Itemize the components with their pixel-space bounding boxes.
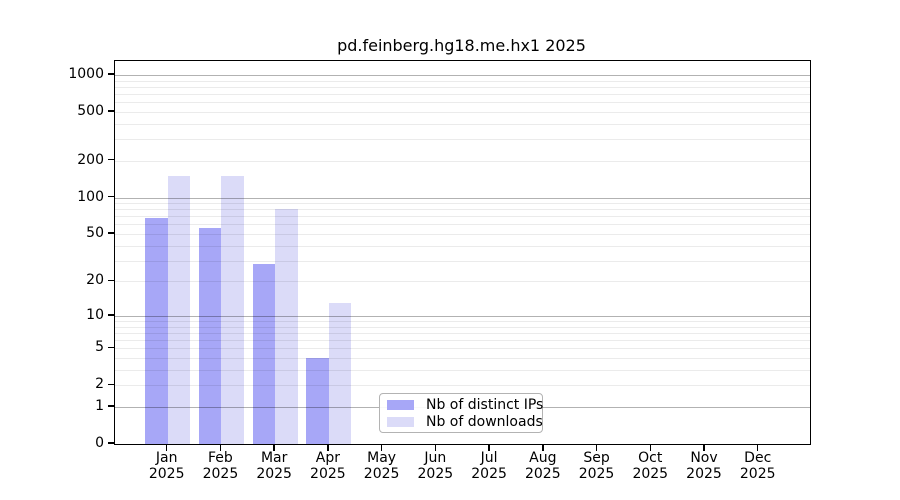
y-tick-5 (108, 346, 114, 348)
x-tick-label-sep: Sep 2025 (578, 450, 615, 482)
y-tick-label-0: 0 (95, 435, 104, 451)
x-tick-label-may: May 2025 (363, 450, 400, 482)
legend: Nb of distinct IPs Nb of downloads (379, 393, 543, 433)
gridline-minor-900 (115, 80, 810, 82)
x-tick-jul (488, 444, 490, 451)
gridline-minor-7 (115, 332, 810, 334)
bar-nb-of-distinct-ips-apr (306, 358, 329, 444)
gridline-minor-600 (115, 102, 810, 104)
gridline-major-1000 (115, 75, 810, 76)
y-tick-label-100: 100 (77, 188, 104, 205)
gridline-minor-5 (115, 348, 810, 350)
legend-item-distinct-ips: Nb of distinct IPs (380, 396, 544, 413)
legend-swatch-downloads (387, 416, 414, 427)
bar-nb-of-downloads-jan (167, 176, 191, 444)
bar-nb-of-downloads-mar (275, 208, 298, 444)
y-tick-20 (108, 279, 114, 282)
y-tick-label-200: 200 (77, 151, 104, 168)
x-tick-apr (327, 444, 329, 451)
gridline-major-100 (115, 197, 810, 199)
y-tick-label-5: 5 (95, 339, 104, 356)
x-tick-mar (273, 444, 275, 451)
y-tick-500 (108, 110, 114, 112)
gridline-minor-500 (115, 111, 810, 113)
x-tick-label-jul: Jul 2025 (471, 450, 507, 482)
x-tick-jan (166, 444, 168, 451)
gridline-minor-300 (115, 139, 810, 141)
x-tick-feb (219, 444, 222, 451)
y-tick-0 (108, 442, 114, 444)
x-tick-label-dec: Dec 2025 (739, 450, 776, 482)
y-tick-2 (108, 383, 114, 385)
bar-nb-of-distinct-ips-jan (145, 217, 168, 444)
gridline-minor-800 (115, 86, 810, 88)
y-tick-1000 (108, 73, 114, 75)
gridline-minor-30 (115, 260, 810, 262)
y-tick-label-20: 20 (86, 272, 104, 289)
x-tick-label-jan: Jan 2025 (148, 450, 185, 482)
x-tick-jun (434, 444, 437, 451)
x-tick-aug (542, 444, 544, 451)
chart-title: pd.feinberg.hg18.me.hx1 2025 (337, 36, 586, 55)
gridline-minor-8 (115, 326, 810, 328)
y-tick-10 (108, 314, 114, 316)
y-tick-label-10: 10 (86, 306, 104, 323)
gridline-major-10 (115, 315, 810, 317)
x-tick-label-aug: Aug 2025 (524, 450, 561, 482)
gridline-minor-80 (115, 209, 810, 211)
gridline-minor-3 (115, 369, 810, 371)
gridline-minor-9 (115, 321, 810, 323)
gridline-minor-6 (115, 340, 810, 342)
x-tick-oct (649, 444, 651, 451)
y-tick-200 (108, 159, 114, 161)
gridline-minor-700 (115, 94, 810, 96)
gridline-minor-400 (115, 123, 810, 125)
legend-item-downloads: Nb of downloads (380, 413, 543, 430)
x-tick-dec (757, 444, 759, 451)
gridline-minor-50 (115, 233, 810, 235)
gridline-minor-200 (115, 160, 810, 162)
legend-label-downloads: Nb of downloads (426, 413, 543, 430)
gridline-minor-70 (115, 216, 810, 218)
y-tick-label-1: 1 (95, 397, 104, 414)
x-tick-label-nov: Nov 2025 (686, 450, 722, 482)
x-tick-label-feb: Feb 2025 (202, 450, 239, 482)
x-tick-may (380, 444, 383, 451)
bar-nb-of-distinct-ips-feb (198, 228, 222, 444)
gridline-minor-20 (115, 281, 810, 283)
y-tick-label-500: 500 (77, 102, 104, 119)
x-tick-nov (703, 444, 705, 451)
y-tick-50 (108, 232, 114, 234)
x-tick-label-apr: Apr 2025 (310, 450, 346, 482)
gridline-minor-60 (115, 224, 810, 226)
legend-label-distinct-ips: Nb of distinct IPs (426, 396, 544, 413)
x-tick-label-mar: Mar 2025 (256, 450, 292, 482)
gridline-minor-2 (115, 385, 810, 387)
gridline-minor-40 (115, 245, 810, 247)
y-tick-label-50: 50 (86, 224, 104, 241)
gridline-minor-4 (115, 358, 810, 360)
y-tick-label-2: 2 (95, 376, 104, 393)
legend-swatch-distinct-ips (387, 399, 414, 410)
y-tick-100 (108, 195, 114, 198)
x-tick-label-oct: Oct 2025 (632, 450, 669, 482)
gridline-minor-90 (115, 203, 810, 205)
bar-nb-of-downloads-feb (221, 176, 244, 444)
y-tick-1 (108, 405, 114, 407)
x-tick-sep (595, 444, 598, 451)
bar-nb-of-distinct-ips-mar (252, 264, 276, 444)
plot-area (114, 60, 811, 445)
bar-nb-of-downloads-apr (328, 303, 352, 444)
x-tick-label-jun: Jun 2025 (417, 450, 454, 482)
y-tick-label-1000: 1000 (68, 66, 104, 82)
